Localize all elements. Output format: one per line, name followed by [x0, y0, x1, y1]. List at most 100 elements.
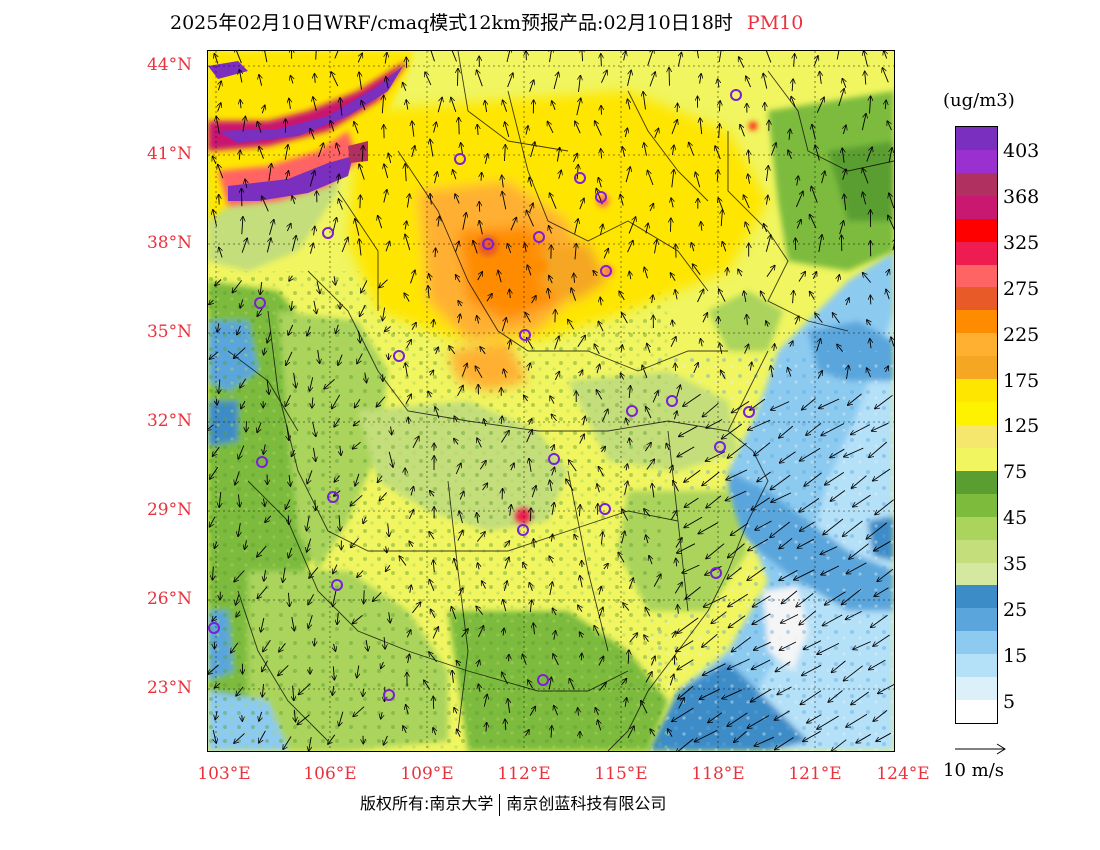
wind-vector	[676, 640, 694, 652]
wind-vector	[798, 538, 815, 548]
lat-label: 26°N	[146, 589, 192, 609]
wind-vector	[388, 154, 390, 164]
wind-vector	[523, 563, 526, 570]
lon-label: 112°E	[497, 764, 551, 784]
wind-vector	[719, 289, 726, 302]
wind-vector	[813, 56, 818, 67]
wind-vector	[378, 216, 383, 229]
wind-vector	[817, 642, 840, 654]
wind-vector	[313, 97, 317, 112]
wind-vector	[261, 617, 264, 632]
wind-vector	[505, 122, 510, 138]
lat-label: 38°N	[146, 233, 192, 253]
wind-vector	[213, 566, 214, 580]
wind-vector	[706, 543, 725, 559]
wind-vector	[291, 301, 292, 310]
wind-vector	[412, 323, 416, 331]
wind-vector	[218, 81, 221, 91]
wind-vector	[625, 128, 627, 138]
wind-vector	[430, 194, 431, 205]
wind-vector	[406, 100, 408, 110]
wind-vector	[597, 365, 600, 374]
wind-vector	[650, 204, 653, 212]
wind-vector	[386, 546, 387, 552]
wind-vector	[241, 400, 245, 408]
wind-vector	[652, 391, 658, 403]
forecast-map	[207, 50, 895, 752]
title-text: 2025年02月10日WRF/cmaq模式12km预报产品:02月10日18时	[170, 12, 733, 34]
wind-vector	[461, 629, 468, 638]
wind-vector	[815, 313, 823, 323]
wind-vector	[235, 471, 240, 484]
wind-vector	[738, 270, 742, 277]
colorbar-swatch	[956, 470, 997, 494]
wind-vector	[240, 378, 247, 388]
wind-vector	[361, 280, 368, 293]
wind-vector	[341, 238, 348, 253]
wind-vector	[429, 274, 431, 281]
city-marker	[666, 395, 678, 407]
lat-label: 35°N	[146, 322, 192, 342]
wind-vector	[811, 187, 818, 203]
wind-vector	[548, 289, 550, 299]
wind-vector	[682, 564, 700, 573]
wind-vector	[237, 325, 241, 335]
wind-vector	[357, 353, 363, 364]
wind-vector	[429, 580, 435, 591]
wind-vector	[700, 118, 702, 135]
wind-vector	[529, 419, 532, 425]
wind-vector	[510, 505, 512, 516]
wind-vector	[262, 660, 268, 672]
wind-vector	[503, 600, 506, 612]
wind-vector	[457, 531, 463, 541]
wind-vector	[236, 594, 239, 605]
wind-vector	[477, 272, 483, 281]
copyright-footer: 版权所有:南京大学 南京创蓝科技有限公司	[360, 790, 666, 816]
wind-vector	[595, 708, 598, 716]
wind-vector	[473, 241, 478, 254]
wind-vector	[799, 498, 820, 511]
wind-vector	[622, 509, 629, 521]
colorbar-swatch	[956, 631, 997, 655]
wind-vector	[780, 451, 796, 463]
wind-vector	[334, 51, 339, 59]
wind-vector	[812, 125, 816, 140]
wind-vector	[310, 377, 313, 391]
wind-vector	[334, 643, 336, 651]
wind-vector	[721, 210, 722, 227]
wind-vector	[501, 318, 506, 332]
wind-vector	[317, 281, 320, 293]
wind-vector	[804, 472, 822, 486]
wind-vector	[732, 401, 750, 412]
wind-vector	[740, 125, 745, 137]
wind-vector	[257, 307, 264, 316]
wind-vector	[817, 715, 839, 729]
wind-vector	[451, 51, 457, 62]
wind-vector	[457, 729, 460, 737]
wind-vector	[843, 520, 863, 536]
wind-vector	[851, 691, 869, 705]
wind-vector	[831, 490, 846, 502]
wind-vector	[598, 657, 604, 666]
wind-vector	[654, 129, 659, 139]
wind-vector	[431, 609, 436, 619]
wind-vector	[549, 556, 553, 563]
city-marker	[208, 622, 220, 634]
wind-vector	[408, 655, 410, 664]
wind-vector	[701, 222, 702, 231]
wind-vector	[259, 711, 262, 721]
wind-vector	[771, 401, 790, 410]
wind-vector	[791, 97, 796, 108]
wind-vector	[411, 487, 414, 496]
colorbar-swatch	[956, 218, 997, 242]
wind-vector	[594, 344, 600, 355]
wind-vector	[847, 366, 849, 379]
wind-vector	[482, 581, 486, 589]
wind-vector	[309, 171, 314, 187]
wind-vector	[308, 594, 314, 604]
wind-vector	[479, 684, 481, 692]
wind-vector	[432, 627, 438, 639]
wind-vector	[646, 224, 648, 234]
city-marker	[254, 297, 266, 309]
colorbar-label: 175	[1003, 369, 1040, 392]
